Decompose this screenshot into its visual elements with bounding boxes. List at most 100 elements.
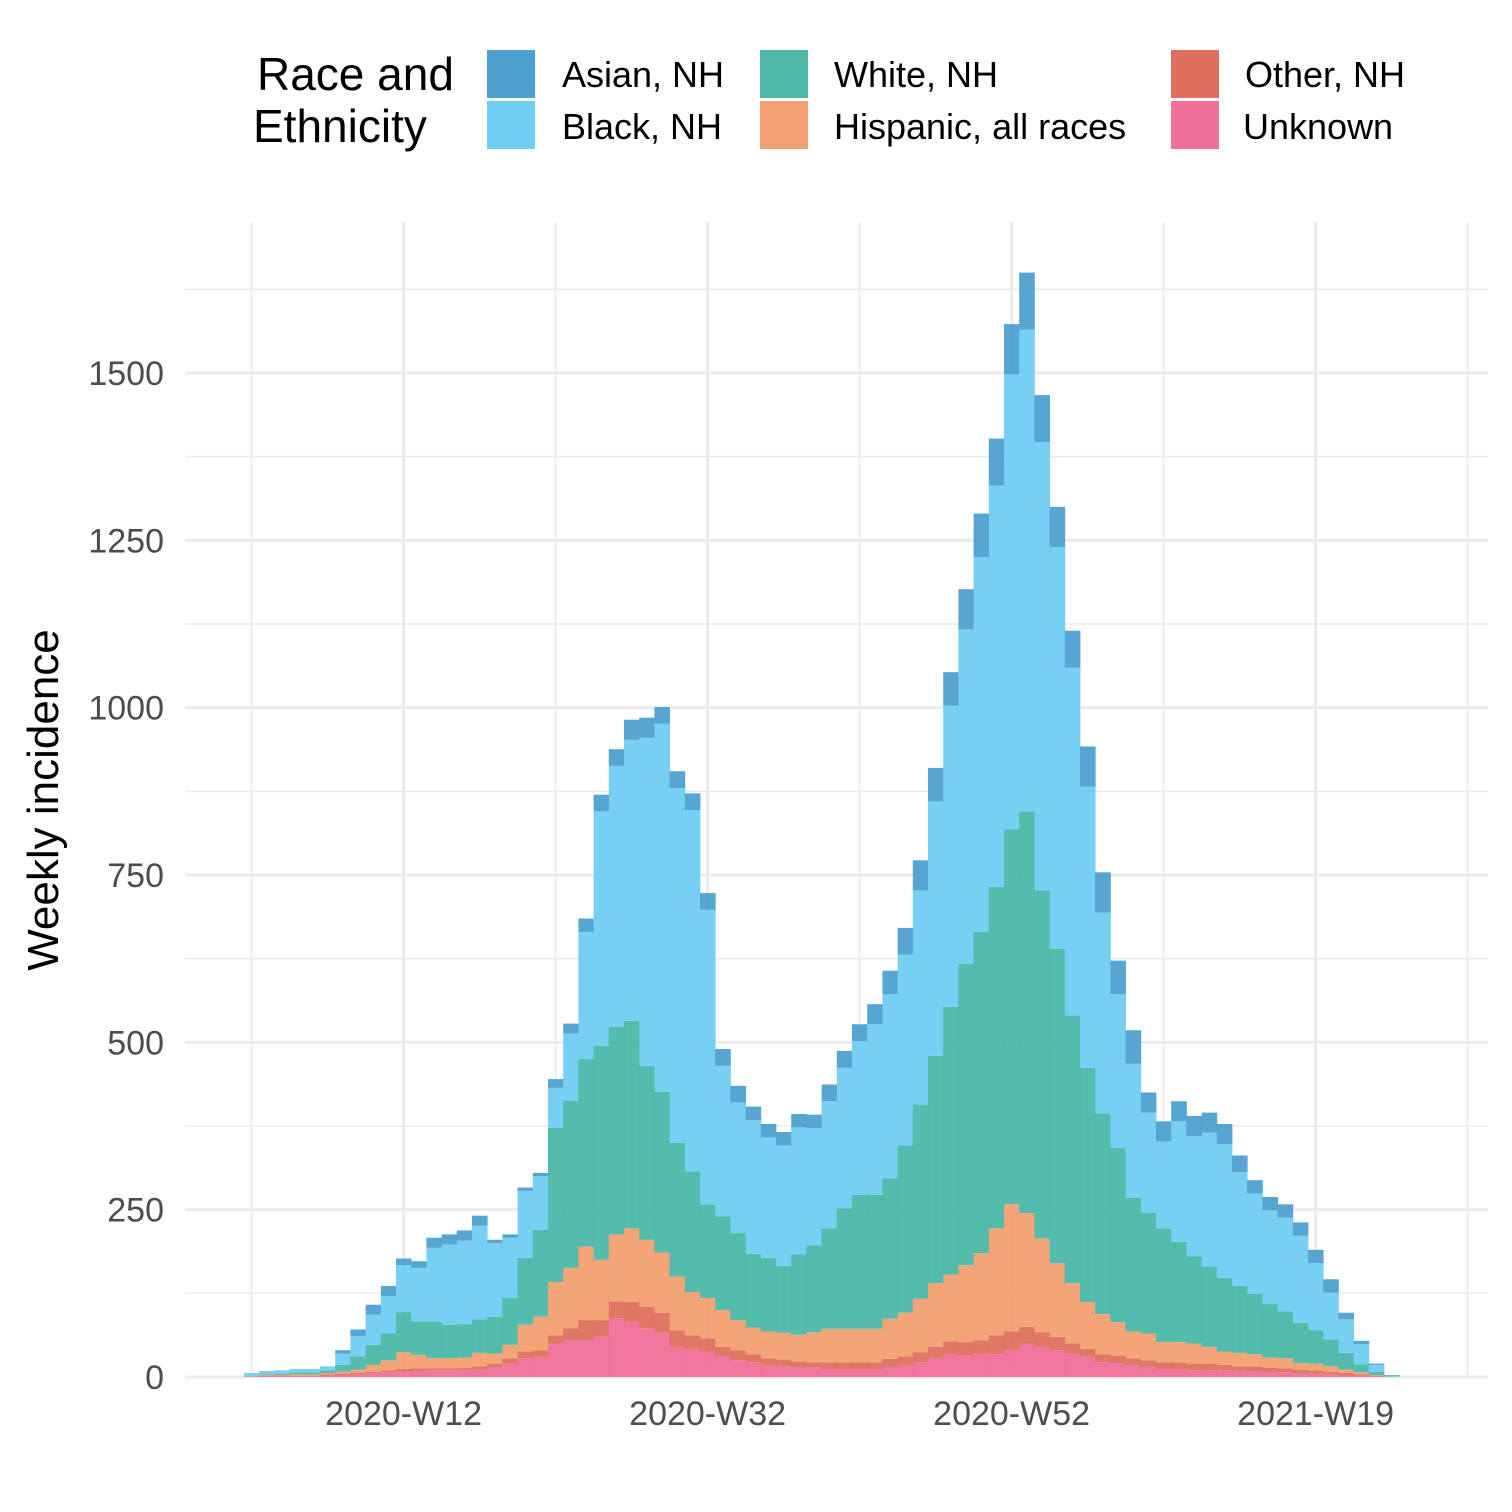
- x-tick-label: 2021-W19: [1237, 1395, 1394, 1433]
- bar-segment-white-nh: [1125, 1197, 1142, 1332]
- bar-segment-other-nh: [1323, 1371, 1339, 1375]
- bar-segment-unknown: [472, 1368, 488, 1377]
- bar-segment-other-nh: [760, 1358, 777, 1365]
- bar-segment-hispanic-all-races: [502, 1344, 518, 1359]
- bar-segment-asian-nh: [1186, 1115, 1202, 1137]
- bar-segment-other-nh: [320, 1374, 336, 1376]
- bar-segment-white-nh: [304, 1372, 321, 1375]
- bar-segment-hispanic-all-races: [274, 1374, 290, 1376]
- bar-segment-asian-nh: [1308, 1249, 1324, 1264]
- bar-segment-hispanic-all-races: [1262, 1357, 1278, 1368]
- bar-segment-other-nh: [396, 1368, 412, 1372]
- bar-segment-black-nh: [563, 1033, 579, 1101]
- bar-segment-unknown: [1292, 1373, 1309, 1377]
- bar-segment-asian-nh: [791, 1113, 807, 1128]
- bar-segment-asian-nh: [396, 1258, 412, 1266]
- bar-segment-asian-nh: [867, 1004, 883, 1025]
- bar-segment-hispanic-all-races: [1095, 1314, 1111, 1355]
- bar-segment-other-nh: [548, 1335, 564, 1344]
- bar-segment-asian-nh: [1292, 1222, 1309, 1236]
- bar-segment-other-nh: [608, 1301, 625, 1319]
- bar-segment-hispanic-all-races: [988, 1228, 1005, 1336]
- bar-segment-other-nh: [426, 1368, 442, 1371]
- legend-title-line1: Race and: [257, 48, 454, 100]
- bar-segment-black-nh: [1095, 912, 1111, 1114]
- bar-segment-other-nh: [304, 1375, 321, 1377]
- bar-segment-hispanic-all-races: [1247, 1354, 1263, 1367]
- bar-segment-black-nh: [1338, 1319, 1354, 1353]
- bar-segment-unknown: [1368, 1376, 1385, 1377]
- bar-segment-black-nh: [426, 1247, 442, 1322]
- bar-segment-hispanic-all-races: [1019, 1213, 1035, 1327]
- bar-segment-asian-nh: [928, 767, 944, 802]
- bar-segment-other-nh: [1292, 1369, 1309, 1374]
- bar-segment-white-nh: [867, 1194, 883, 1329]
- bar-segment-hispanic-all-races: [441, 1358, 458, 1369]
- bar-segment-black-nh: [791, 1127, 807, 1255]
- bar-segment-white-nh: [715, 1216, 731, 1311]
- bar-segment-white-nh: [1323, 1339, 1339, 1367]
- bar-segment-asian-nh: [958, 589, 974, 630]
- bar-segment-white-nh: [1262, 1304, 1278, 1358]
- bar-segment-hispanic-all-races: [928, 1283, 944, 1347]
- bar-segment-black-nh: [578, 931, 594, 1060]
- bar-segment-asian-nh: [1368, 1363, 1385, 1365]
- bar-segment-other-nh: [1201, 1363, 1218, 1371]
- bar-segment-asian-nh: [487, 1239, 503, 1244]
- bar-segment-hispanic-all-races: [1338, 1369, 1354, 1373]
- bar-segment-other-nh: [289, 1375, 306, 1377]
- grid: [185, 222, 1488, 1379]
- bar-segment-other-nh: [472, 1366, 488, 1369]
- bar-segment-other-nh: [1308, 1370, 1324, 1374]
- bar-segment-unknown: [502, 1363, 518, 1377]
- bar-segment-other-nh: [487, 1363, 503, 1367]
- bar-segment-hispanic-all-races: [821, 1328, 838, 1363]
- bar-segment-asian-nh: [745, 1106, 762, 1120]
- bar-segment-asian-nh: [578, 918, 594, 932]
- bar-segment-asian-nh: [502, 1234, 518, 1238]
- bar-segment-other-nh: [973, 1340, 990, 1354]
- bar-segment-white-nh: [396, 1312, 412, 1353]
- bar-segment-unknown: [244, 1376, 260, 1377]
- bar-segment-white-nh: [1110, 1148, 1126, 1323]
- bar-segment-black-nh: [1262, 1210, 1278, 1305]
- bar-segment-white-nh: [548, 1128, 564, 1282]
- bar-segment-unknown: [821, 1368, 838, 1377]
- bar-segment-asian-nh: [1064, 630, 1081, 668]
- bar-segment-unknown: [1277, 1372, 1294, 1377]
- bar-segment-unknown: [867, 1368, 883, 1377]
- bar-segment-asian-nh: [456, 1230, 473, 1241]
- bar-segment-unknown: [304, 1376, 321, 1377]
- x-tick-label: 2020-W32: [629, 1395, 786, 1433]
- bar-segment-black-nh: [1064, 667, 1081, 1016]
- bar-segment-asian-nh: [715, 1049, 731, 1066]
- bar-segment-hispanic-all-races: [578, 1246, 594, 1321]
- bar-segment-hispanic-all-races: [760, 1331, 777, 1359]
- bar-segment-unknown: [700, 1351, 716, 1377]
- bar-segment-black-nh: [654, 723, 670, 1092]
- bar-segment-white-nh: [1064, 1015, 1081, 1284]
- legend-label-unknown: Unknown: [1243, 106, 1393, 147]
- bar-segment-unknown: [882, 1366, 898, 1377]
- bar-segment-unknown: [973, 1353, 990, 1377]
- bar-segment-white-nh: [973, 931, 990, 1254]
- bar-segment-hispanic-all-races: [882, 1318, 898, 1359]
- bar-segment-white-nh: [760, 1257, 777, 1332]
- bar-segment-white-nh: [532, 1229, 549, 1317]
- bar-segment-unknown: [1080, 1356, 1096, 1377]
- bar-segment-asian-nh: [1232, 1155, 1248, 1173]
- bar-segment-hispanic-all-races: [1125, 1331, 1142, 1359]
- bar-segment-unknown: [1156, 1368, 1172, 1377]
- y-axis-title: Weekly incidence: [19, 629, 68, 971]
- bar-segment-hispanic-all-races: [365, 1364, 382, 1372]
- bar-segment-other-nh: [1338, 1372, 1354, 1375]
- bar-segment-asian-nh: [1110, 960, 1126, 995]
- bar-segment-other-nh: [624, 1302, 640, 1323]
- bar-segment-unknown: [624, 1322, 640, 1377]
- bar-segment-unknown: [1353, 1375, 1370, 1377]
- bar-segment-hispanic-all-races: [1034, 1238, 1050, 1333]
- y-axis: 0 250 500 750 1000 1250 1500: [88, 355, 164, 1397]
- bar-segment-hispanic-all-races: [806, 1332, 822, 1363]
- bar-segment-black-nh: [912, 890, 929, 1105]
- bar-segment-black-nh: [1080, 786, 1096, 1068]
